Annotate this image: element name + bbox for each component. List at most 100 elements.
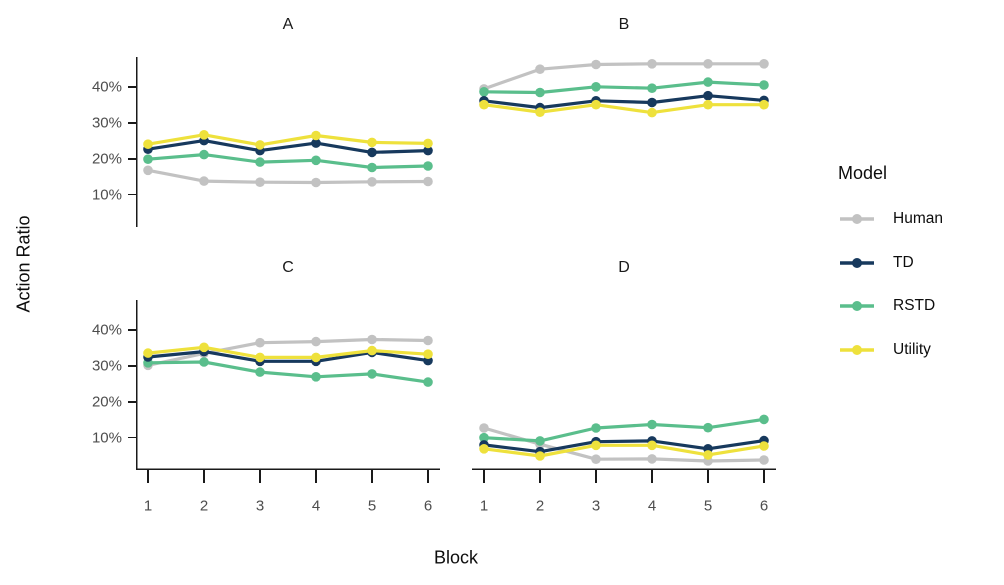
point-D-RSTD-6 — [759, 414, 769, 425]
line-B-TD — [482, 94, 766, 110]
y-tick-label: 10% — [91, 429, 122, 447]
y-tick-label: 10% — [91, 186, 122, 204]
x-tick-label: 5 — [703, 497, 713, 515]
legend-key-dot — [852, 301, 862, 311]
x-tick-label: 4 — [311, 497, 321, 515]
x-tick-mark — [763, 470, 765, 483]
y-tick-label: 40% — [91, 78, 122, 96]
legend-key-RSTD — [840, 301, 874, 311]
point-A-RSTD-2 — [199, 149, 209, 160]
point-B-Human-3 — [591, 59, 601, 70]
point-C-RSTD-6 — [423, 377, 433, 387]
point-B-Utility-4 — [647, 107, 657, 118]
line-A-Utility — [146, 133, 430, 147]
line-B-RSTD — [482, 80, 766, 95]
point-A-TD-4 — [311, 138, 321, 148]
point-C-Human-6 — [423, 335, 433, 346]
point-A-Human-5 — [367, 177, 377, 187]
point-C-RSTD-5 — [367, 369, 377, 379]
y-tick-mark — [128, 158, 136, 160]
x-tick-mark — [427, 470, 429, 483]
point-D-RSTD-3 — [591, 423, 601, 433]
x-tick-label: 6 — [759, 497, 769, 515]
line-C-TD — [146, 349, 430, 363]
facet-B-plot — [479, 59, 769, 118]
point-B-RSTD-1 — [479, 87, 489, 97]
y-tick-label: 20% — [91, 393, 122, 411]
line-B-Human — [482, 62, 766, 91]
point-C-Utility-6 — [423, 349, 433, 359]
facet-D-plot — [472, 414, 776, 470]
point-B-RSTD-6 — [759, 80, 769, 90]
point-A-RSTD-4 — [311, 155, 321, 166]
facet-C-plot — [136, 300, 440, 470]
point-C-Human-3 — [255, 337, 265, 348]
point-A-Utility-4 — [311, 130, 321, 141]
point-D-RSTD-2 — [535, 436, 545, 446]
point-B-Human-5 — [703, 59, 713, 69]
point-D-Utility-5 — [703, 450, 713, 460]
legend-label-Human: Human — [893, 210, 943, 227]
x-tick-label: 1 — [479, 497, 489, 515]
x-axis-title: Block — [433, 547, 479, 568]
x-tick-mark — [707, 470, 709, 483]
y-tick-mark — [128, 86, 136, 88]
point-A-Human-2 — [199, 176, 209, 186]
point-D-Utility-2 — [535, 451, 545, 461]
y-tick-mark — [128, 365, 136, 367]
x-tick-label: 1 — [143, 497, 153, 515]
y-tick-mark — [128, 401, 136, 403]
point-A-Utility-5 — [367, 137, 377, 148]
point-A-RSTD-5 — [367, 162, 377, 173]
point-B-TD-4 — [647, 97, 657, 108]
point-C-Human-4 — [311, 336, 321, 347]
point-D-Utility-4 — [647, 440, 657, 451]
y-tick-mark — [128, 193, 136, 196]
y-tick-label: 30% — [91, 357, 122, 375]
point-B-TD-5 — [703, 90, 713, 101]
y-axis-title: Action Ratio — [13, 215, 34, 313]
point-A-Human-1 — [143, 165, 153, 176]
point-C-Human-5 — [367, 334, 377, 345]
point-D-Human-4 — [647, 454, 657, 464]
point-C-Utility-3 — [255, 352, 265, 363]
x-tick-mark — [595, 470, 597, 483]
point-A-Human-4 — [311, 177, 321, 188]
point-D-Utility-1 — [479, 444, 489, 454]
point-B-Utility-1 — [479, 99, 489, 110]
point-B-RSTD-4 — [647, 83, 657, 93]
y-tick-label: 30% — [91, 114, 122, 132]
point-C-Utility-5 — [367, 345, 377, 356]
point-A-Human-3 — [255, 177, 265, 187]
point-C-RSTD-4 — [311, 372, 321, 382]
line-C-RSTD — [146, 360, 430, 384]
point-B-RSTD-3 — [591, 82, 601, 92]
point-A-Utility-3 — [255, 140, 265, 150]
line-C-Utility — [146, 345, 430, 360]
point-A-TD-5 — [367, 147, 377, 158]
point-A-Utility-2 — [199, 130, 209, 140]
point-C-Utility-2 — [199, 342, 209, 353]
legend-key-dot — [852, 214, 862, 224]
legend-key-dot — [852, 344, 862, 355]
line-A-TD — [146, 138, 430, 155]
x-tick-mark — [315, 470, 317, 483]
point-B-Human-6 — [759, 59, 769, 69]
point-D-Human-1 — [479, 423, 489, 433]
x-tick-label: 3 — [255, 497, 265, 515]
x-tick-label: 4 — [647, 497, 657, 515]
line-A-RSTD — [146, 152, 430, 170]
point-A-Utility-6 — [423, 138, 433, 149]
point-D-RSTD-1 — [479, 432, 489, 443]
legend-key-Utility — [840, 344, 874, 355]
x-tick-mark — [651, 470, 653, 483]
point-D-Utility-6 — [759, 441, 769, 451]
point-A-RSTD-6 — [423, 161, 433, 171]
x-tick-label: 2 — [535, 497, 545, 515]
facet-strip-B: B — [618, 16, 630, 33]
y-tick-mark — [128, 329, 136, 331]
line-A-Human — [146, 168, 430, 185]
legend-label-Utility: Utility — [893, 340, 931, 358]
x-tick-label: 3 — [591, 497, 601, 515]
